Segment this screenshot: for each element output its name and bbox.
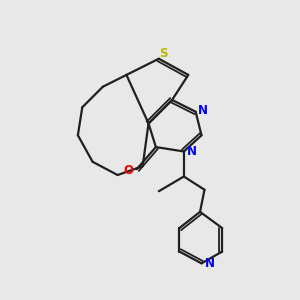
Text: O: O	[123, 164, 133, 177]
Text: N: N	[198, 104, 208, 117]
Text: S: S	[159, 47, 167, 60]
Text: N: N	[187, 145, 197, 158]
Text: N: N	[205, 257, 215, 270]
